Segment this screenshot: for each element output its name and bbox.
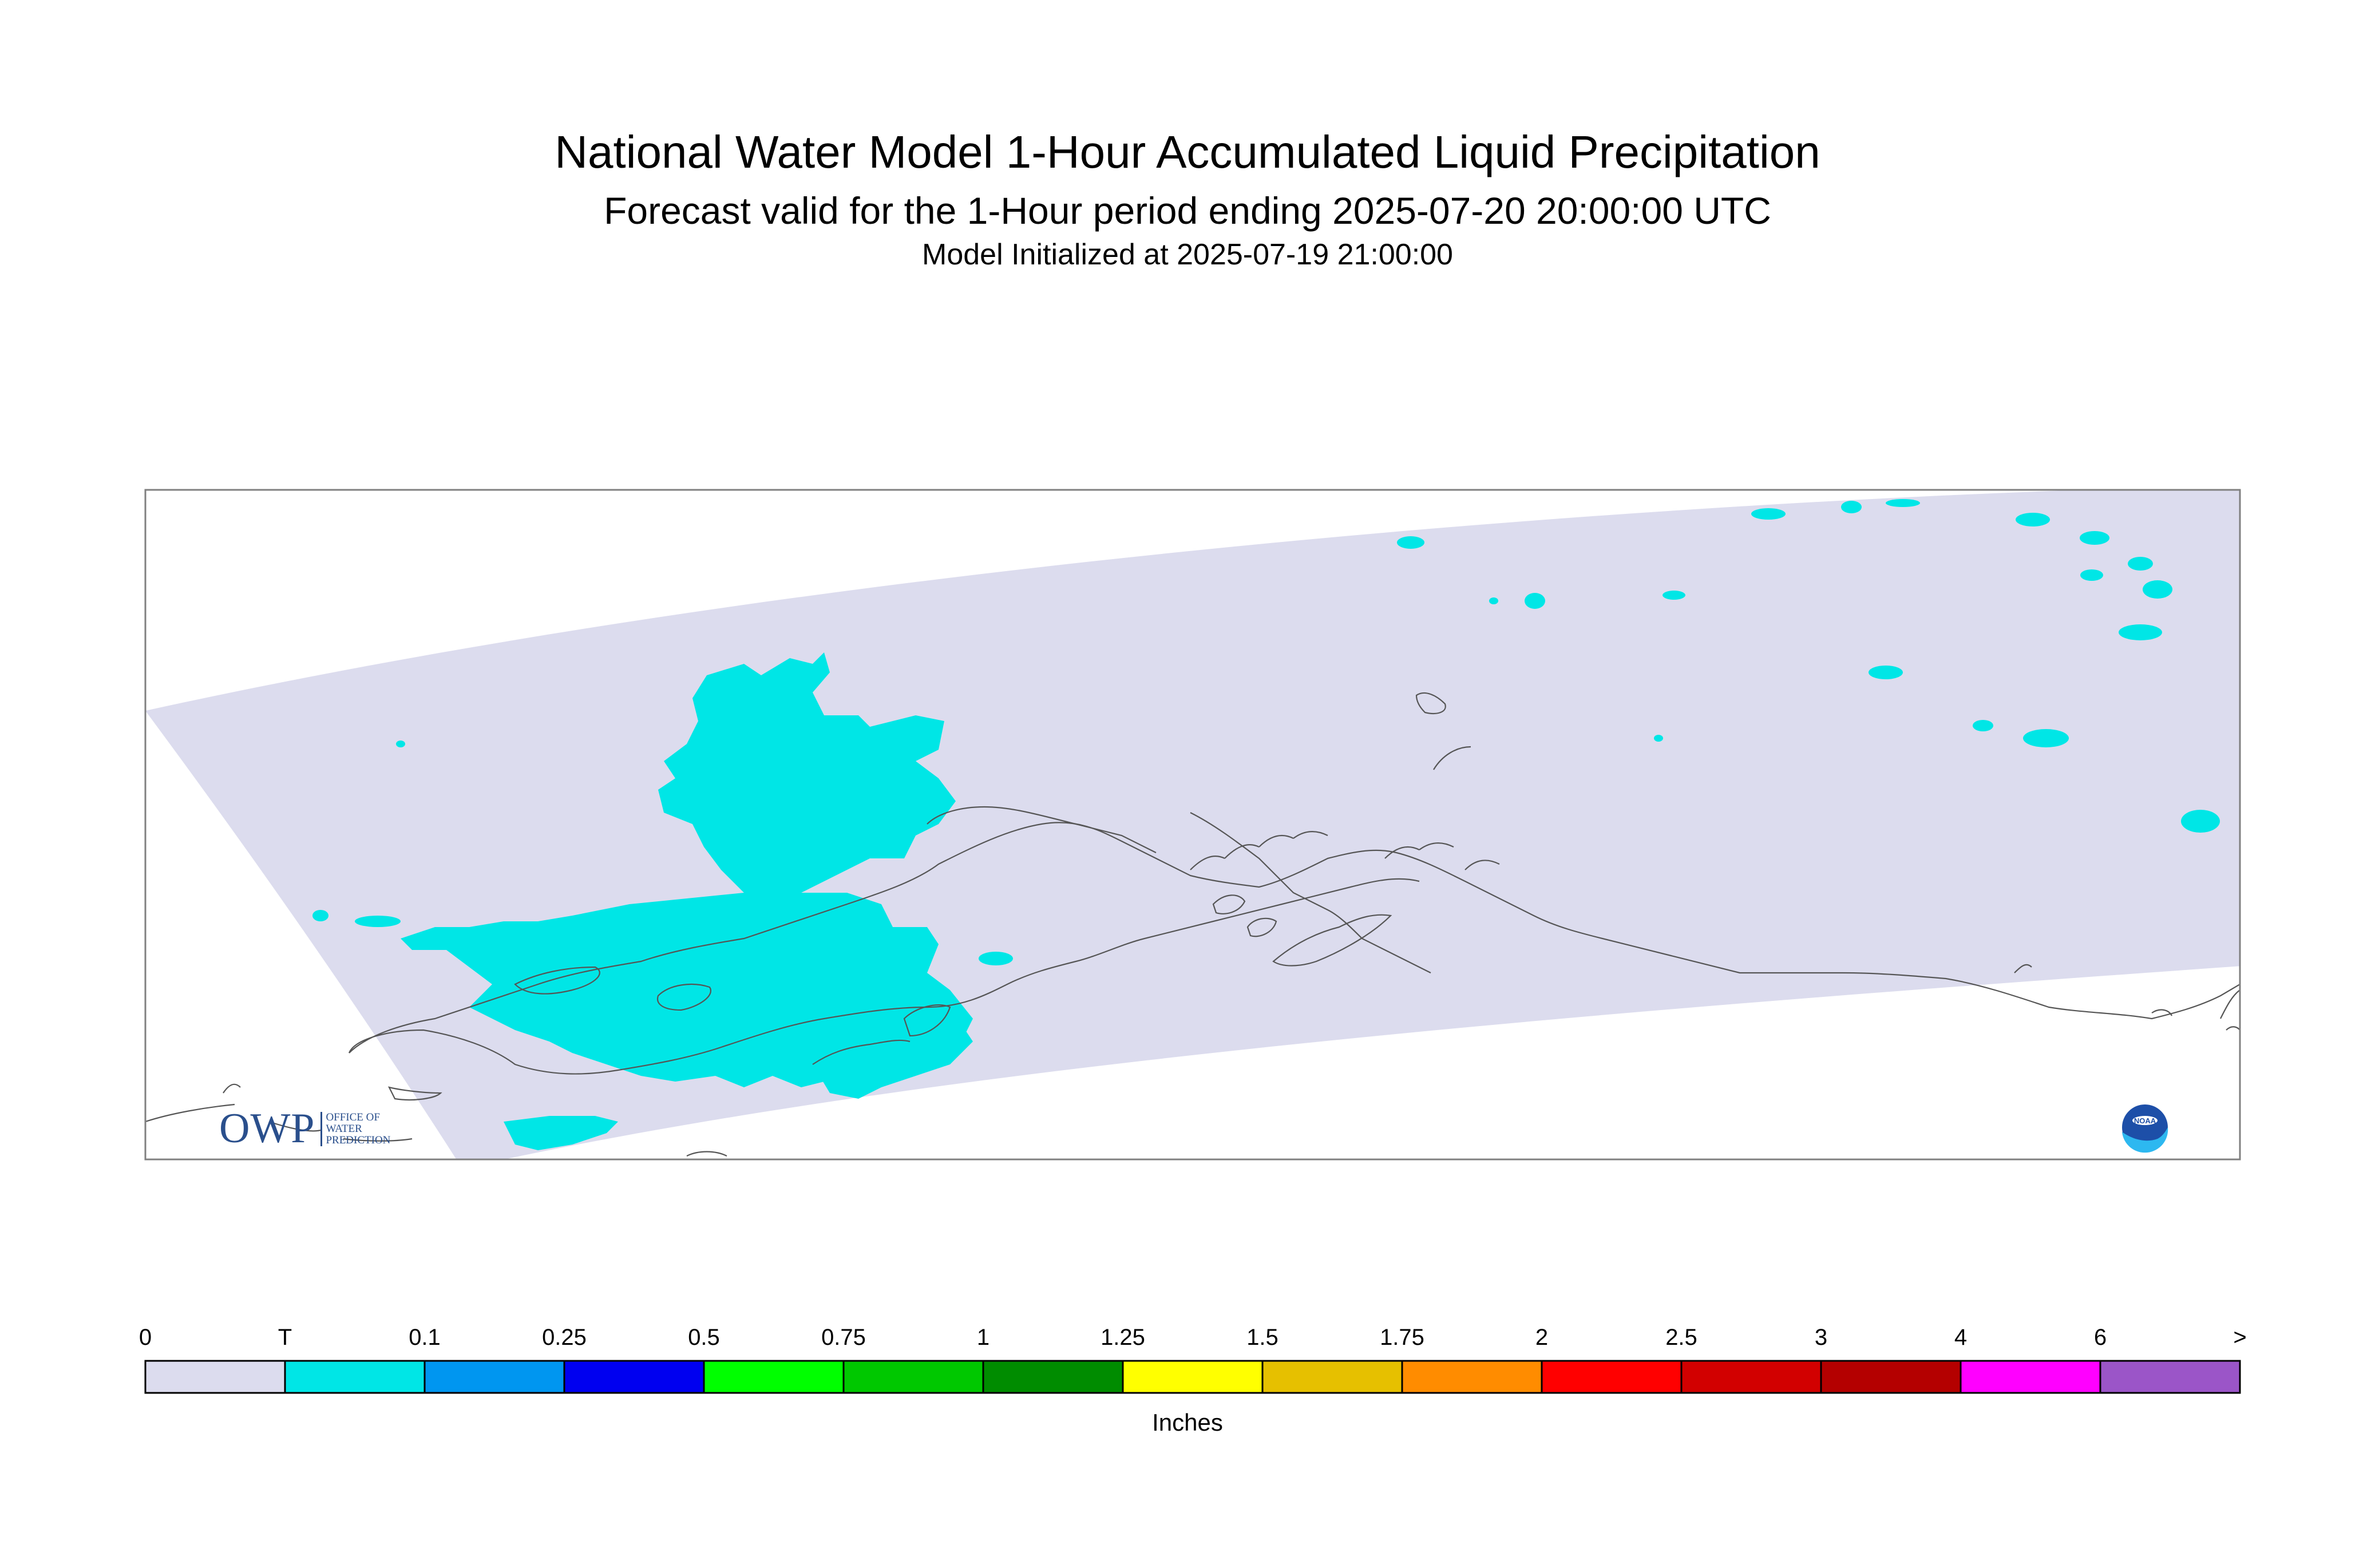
coastlines (145, 692, 2240, 1157)
legend-swatch (563, 1360, 705, 1394)
precip-spot (979, 952, 1013, 965)
legend-tick-label: 1.5 (1246, 1325, 1278, 1350)
precip-spot (2016, 513, 2050, 526)
legend-swatch (1541, 1360, 1683, 1394)
legend-swatch (1820, 1360, 1962, 1394)
precip-blob-south-coast (504, 1116, 618, 1150)
legend-swatch (842, 1360, 984, 1394)
precip-blob-central-north (658, 652, 956, 904)
precip-spot (1489, 597, 1498, 604)
noaa-logo-text: NOAA (2134, 1116, 2156, 1125)
legend-tick-label: > (2233, 1325, 2246, 1350)
precip-spot (396, 741, 405, 747)
coastline-lake-2 (656, 983, 711, 1011)
legend-swatch (1960, 1360, 2101, 1394)
map-frame (144, 489, 2241, 1161)
legend-swatch (1680, 1360, 1822, 1394)
legend-swatch (2099, 1360, 2241, 1394)
legend-swatch (144, 1360, 286, 1394)
owp-logo: OWP OFFICE OF WATER PREDICTION (219, 1105, 391, 1152)
legend-swatch (284, 1360, 426, 1394)
legend-swatch (423, 1360, 565, 1394)
owp-logo-line-2: WATER (326, 1122, 362, 1135)
precip-spot (2023, 729, 2069, 747)
coastline-peninsula (348, 878, 1420, 1075)
legend-tick-label: 0.75 (821, 1325, 866, 1350)
coastline-island-2 (1433, 746, 1471, 770)
precip-spot (2080, 569, 2103, 581)
precip-spot (1397, 536, 1424, 549)
legend-swatch (703, 1360, 845, 1394)
coastline-island-5 (1212, 894, 1246, 914)
coastline-island-3 (1272, 914, 1392, 967)
legend-swatch (1401, 1360, 1543, 1394)
coastline-mainland (349, 822, 2240, 1054)
legend-swatch (1261, 1360, 1403, 1394)
coastline-lake-1 (514, 966, 600, 995)
precip-spot (1886, 499, 1920, 507)
legend-swatch (982, 1360, 1124, 1394)
precip-spot (1751, 508, 1786, 520)
model-init-line: Model Initialized at 2025-07-19 21:00:00 (922, 238, 1453, 271)
owp-logo-subtext: OFFICE OF WATER PREDICTION (320, 1111, 391, 1146)
legend-tick-label: 0.25 (542, 1325, 587, 1350)
precip-spot (2143, 580, 2172, 599)
precip-spot (1973, 720, 1993, 731)
precip-spot (1525, 593, 1545, 609)
legend-tick-label: 1 (977, 1325, 989, 1350)
legend-tick-label: 2 (1535, 1325, 1548, 1350)
legend-tick-label: 2.5 (1665, 1325, 1697, 1350)
legend-tick-label: 0.1 (409, 1325, 441, 1350)
legend-tick-label: 3 (1815, 1325, 1827, 1350)
map-subtitle: Forecast valid for the 1-Hour period end… (604, 189, 1771, 232)
precip-spot (1662, 591, 1685, 600)
precip-spot (1841, 501, 1862, 513)
coastline-bay (903, 1004, 951, 1037)
precip-spot (2128, 557, 2153, 571)
coastline-inlet (927, 806, 1157, 853)
precip-spot (1654, 735, 1663, 742)
owp-logo-letters: OWP (219, 1105, 315, 1152)
legend-tick-label: 1.25 (1101, 1325, 1145, 1350)
legend-tick-label: 0 (139, 1325, 152, 1350)
coastline-fjords (1190, 830, 1500, 870)
precip-spot (312, 910, 328, 921)
precip-trace-areas (312, 499, 2220, 1150)
legend-tick-label: T (278, 1325, 292, 1350)
precip-spot (355, 916, 401, 927)
legend-unit-label: Inches (1152, 1409, 1223, 1436)
precip-blob-central-south (401, 893, 973, 1087)
precip-spot (2181, 810, 2220, 833)
coastline-west-arc (145, 1083, 442, 1142)
coastline-island-4 (1246, 917, 1277, 937)
owp-logo-line-3: PREDICTION (326, 1134, 391, 1146)
legend-tick-label: 4 (1954, 1325, 1967, 1350)
coastline-gulf (1190, 812, 1431, 973)
legend-swatch (1122, 1360, 1264, 1394)
coastline-bristol (812, 1039, 911, 1065)
precip-spot (2119, 624, 2162, 640)
legend-tick-label: 6 (2094, 1325, 2107, 1350)
owp-logo-line-1: OFFICE OF (326, 1111, 380, 1123)
coastline-southwest (686, 1151, 727, 1157)
coastline-island-1 (1415, 692, 1446, 714)
precip-blob-southeast (813, 1024, 973, 1099)
coastline-east-edge (2014, 964, 2240, 1031)
map-title: National Water Model 1-Hour Accumulated … (555, 126, 1820, 177)
legend-tick-label: 1.75 (1380, 1325, 1424, 1350)
precip-spot (2080, 531, 2109, 545)
precip-spot (1869, 666, 1903, 679)
legend-tick-label: 0.5 (688, 1325, 720, 1350)
noaa-logo: NOAA (2122, 1104, 2168, 1153)
